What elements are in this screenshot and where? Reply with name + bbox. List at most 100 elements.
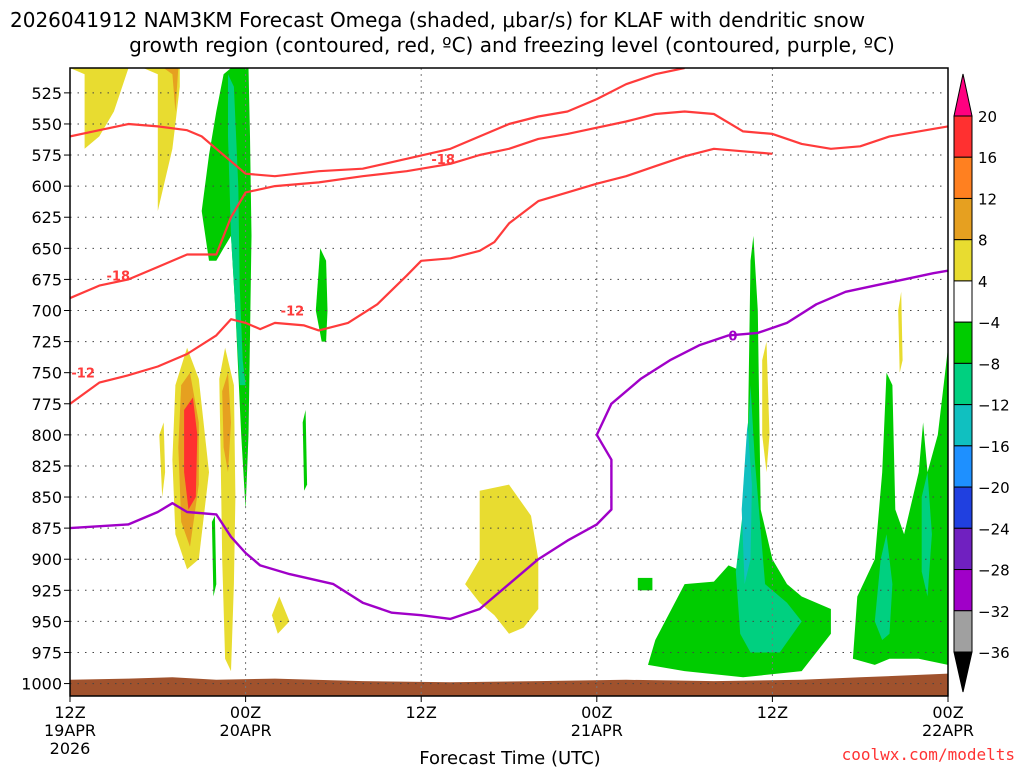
colorbar-swatch-5 xyxy=(953,321,973,364)
y-tick-label-16: 925 xyxy=(31,581,62,600)
colorbar-swatch-6 xyxy=(953,362,973,406)
omega-region-7 xyxy=(222,372,231,473)
x-tick-time-2: 12Z xyxy=(406,703,437,722)
colorbar-label-8: −16 xyxy=(978,438,1010,456)
x-tick-time-0: 12Z xyxy=(54,703,85,722)
x-tick-date-3: 21APR xyxy=(571,721,623,740)
y-tick-label-13: 850 xyxy=(31,488,62,507)
chart-title-line2: growth region (contoured, red, ºC) and f… xyxy=(129,33,895,57)
x-tick-year-0: 2026 xyxy=(50,739,91,758)
x-tick-time-4: 12Z xyxy=(757,703,788,722)
dgz-label-2: -12 xyxy=(71,367,95,382)
colorbar-label-12: −32 xyxy=(978,603,1010,621)
colorbar-swatch-3 xyxy=(953,239,973,282)
omega-region-1 xyxy=(143,68,180,211)
x-tick-date-5: 22APR xyxy=(922,721,974,740)
y-tick-label-19: 1000 xyxy=(21,675,62,694)
colorbar-swatch-2 xyxy=(953,197,973,241)
chart-title-line1: 2026041912 NAM3KM Forecast Omega (shaded… xyxy=(10,8,865,32)
colorbar-label-9: −20 xyxy=(978,479,1010,497)
colorbar-swatch-8 xyxy=(953,445,973,488)
freezing-level-line xyxy=(70,269,948,621)
x-tick-date-1: 20APR xyxy=(220,721,272,740)
omega-region-21 xyxy=(898,291,903,373)
y-tick-label-10: 775 xyxy=(31,395,62,414)
omega-region-22 xyxy=(852,347,948,665)
omega-region-19 xyxy=(741,422,752,585)
contour-label-layer: -18 -18 -12 -12 0 xyxy=(71,153,737,382)
y-tick-label-2: 575 xyxy=(31,146,62,165)
grid-layer xyxy=(70,68,948,696)
omega-region-15 xyxy=(465,484,539,634)
plot-frame xyxy=(69,67,949,697)
dgz-label-1: -18 xyxy=(107,270,131,285)
y-tick-label-18: 975 xyxy=(31,643,62,662)
colorbar-label-6: −8 xyxy=(978,355,1000,373)
colorbar-label-0: 20 xyxy=(978,108,997,126)
freezing-level-label: 0 xyxy=(728,329,737,344)
colorbar-swatch-7 xyxy=(953,404,973,447)
y-tick-label-17: 950 xyxy=(31,612,62,631)
colorbar-top-arrow xyxy=(953,73,973,117)
colorbar-swatch-9 xyxy=(953,486,973,529)
y-tick-label-6: 675 xyxy=(31,270,62,289)
y-tick-label-15: 900 xyxy=(31,550,62,569)
omega-region-23 xyxy=(874,534,893,640)
dgz-label-3: -12 xyxy=(281,304,305,319)
x-tick-time-1: 00Z xyxy=(230,703,261,722)
omega-region-5 xyxy=(184,397,198,510)
colorbar: 20 16 12 8 4 −4 −8 −12 −16 −20 −24 −28 −32 −36 xyxy=(953,73,1010,693)
colorbar-label-11: −28 xyxy=(978,562,1010,580)
y-tick-label-5: 650 xyxy=(31,239,62,258)
omega-region-13 xyxy=(271,596,290,634)
x-tick-date-0: 19APR xyxy=(44,721,96,740)
colorbar-swatch-1 xyxy=(953,156,973,199)
dgz-label-0: -18 xyxy=(431,153,455,168)
colorbar-label-13: −36 xyxy=(978,644,1010,662)
terrain-layer xyxy=(70,673,948,696)
colorbar-label-1: 16 xyxy=(978,149,997,167)
colorbar-label-7: −12 xyxy=(978,397,1010,415)
colorbar-swatch-11 xyxy=(953,569,973,612)
omega-region-9 xyxy=(228,74,246,386)
omega-region-24 xyxy=(921,472,932,597)
y-tick-label-0: 525 xyxy=(31,84,62,103)
y-tick-label-3: 600 xyxy=(31,177,62,196)
x-tick-time-3: 00Z xyxy=(581,703,612,722)
omega-region-18 xyxy=(735,385,802,653)
omega-region-2 xyxy=(163,68,179,112)
omega-region-14 xyxy=(211,515,217,597)
colorbar-swatch-10 xyxy=(953,527,973,571)
credit-text: coolwx.com/modelts xyxy=(842,745,1015,764)
x-axis-label: Forecast Time (UTC) xyxy=(419,748,600,768)
y-tick-label-12: 825 xyxy=(31,457,62,476)
y-tick-label-8: 725 xyxy=(31,333,62,352)
y-axis: 525 550 575 600 625 650 675 700 725 750 775 800 825 8… xyxy=(21,84,70,694)
dgz-isotherm-1 xyxy=(70,110,948,300)
omega-region-8 xyxy=(201,68,252,510)
y-tick-label-9: 750 xyxy=(31,364,62,383)
omega-region-11 xyxy=(302,410,308,491)
colorbar-label-2: 12 xyxy=(978,190,997,208)
omega-region-16 xyxy=(637,577,653,591)
terrain-strip xyxy=(70,673,948,696)
colorbar-label-3: 8 xyxy=(978,232,988,250)
y-tick-label-4: 625 xyxy=(31,208,62,227)
dgz-isotherm-0 xyxy=(70,68,685,178)
y-tick-label-11: 800 xyxy=(31,426,62,445)
y-tick-label-14: 875 xyxy=(31,519,62,538)
y-tick-label-7: 700 xyxy=(31,301,62,320)
colorbar-label-4: 4 xyxy=(978,273,988,291)
colorbar-label-5: −4 xyxy=(978,314,1000,332)
omega-shading-layer xyxy=(70,68,948,678)
dgz-isotherm-2 xyxy=(70,147,773,405)
colorbar-swatch-12 xyxy=(953,610,973,653)
colorbar-bottom-arrow xyxy=(953,651,973,693)
y-tick-label-1: 550 xyxy=(31,115,62,134)
omega-region-10 xyxy=(315,248,328,342)
colorbar-label-10: −24 xyxy=(978,520,1010,538)
omega-region-12 xyxy=(159,422,166,497)
